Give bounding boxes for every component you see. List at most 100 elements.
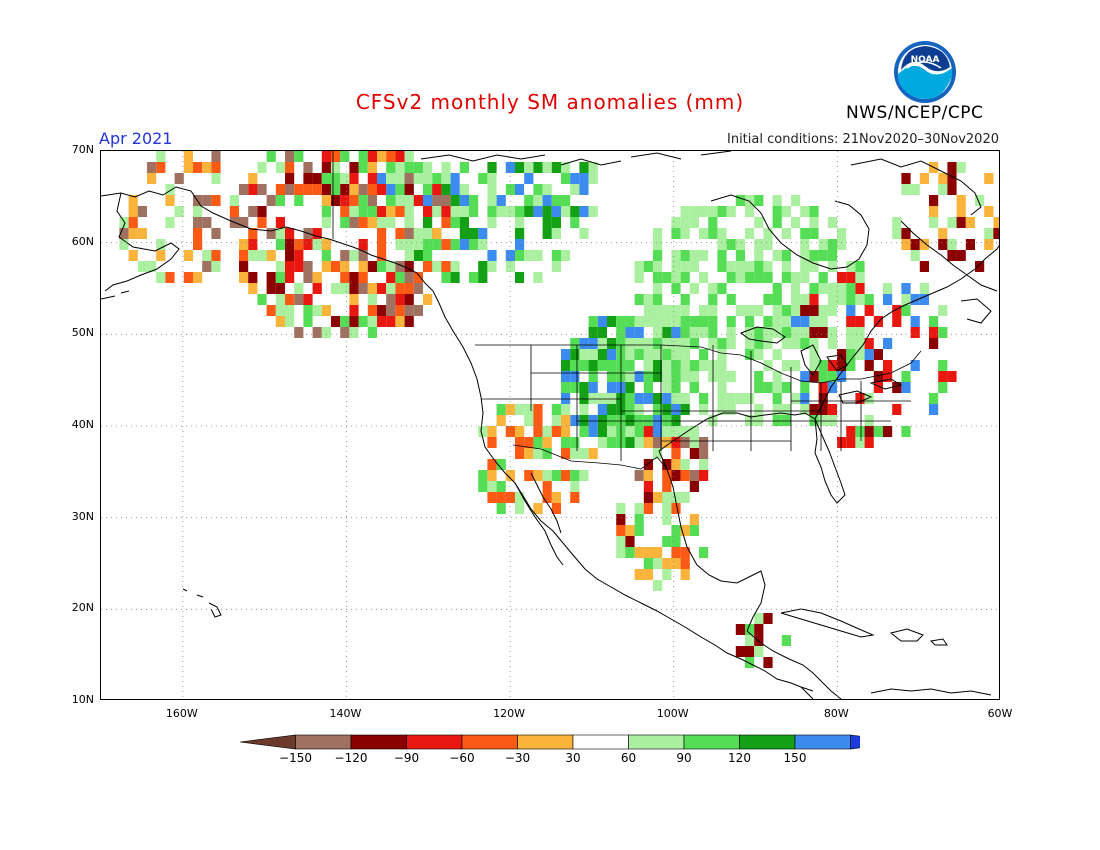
colorbar — [240, 734, 860, 750]
anomaly-cell — [515, 184, 525, 195]
anomaly-cell — [570, 349, 580, 360]
anomaly-cell — [772, 382, 782, 393]
anomaly-cell — [441, 195, 451, 206]
anomaly-cell — [680, 437, 690, 448]
anomaly-cell — [404, 228, 414, 239]
anomaly-cell — [174, 173, 184, 184]
anomaly-cell — [551, 503, 561, 514]
colorbar-segment — [572, 734, 629, 750]
anomaly-cell — [772, 206, 782, 217]
anomaly-cell — [717, 371, 727, 382]
anomaly-cell — [791, 327, 801, 338]
anomaly-cell — [413, 305, 423, 316]
anomaly-cell — [910, 239, 920, 250]
colorbar-segment — [295, 734, 352, 750]
anomaly-cell — [846, 426, 856, 437]
anomaly-cell — [570, 492, 580, 503]
anomaly-cell — [680, 338, 690, 349]
anomaly-cell — [561, 173, 571, 184]
anomaly-cell — [570, 360, 580, 371]
anomaly-cell — [597, 426, 607, 437]
anomaly-cell — [745, 657, 755, 668]
anomaly-cell — [745, 393, 755, 404]
anomaly-cell — [625, 327, 635, 338]
anomaly-cell — [772, 316, 782, 327]
anomaly-cell — [579, 349, 589, 360]
anomaly-cell — [680, 294, 690, 305]
anomaly-cell — [671, 371, 681, 382]
anomaly-cell — [671, 558, 681, 569]
anomaly-cell — [653, 558, 663, 569]
anomaly-cell — [699, 437, 709, 448]
anomaly-cell — [984, 206, 994, 217]
anomaly-cell — [781, 316, 791, 327]
anomaly-cell — [717, 250, 727, 261]
anomaly-cell — [745, 624, 755, 635]
anomaly-cell — [561, 437, 571, 448]
anomaly-cell — [533, 415, 543, 426]
anomaly-cell — [827, 305, 837, 316]
anomaly-cell — [395, 151, 405, 162]
anomaly-cell — [211, 261, 221, 272]
anomaly-cell — [487, 481, 497, 492]
anomaly-cell — [901, 283, 911, 294]
anomaly-cell — [542, 184, 552, 195]
anomaly-cell — [478, 426, 488, 437]
anomaly-cell — [340, 217, 350, 228]
anomaly-cell — [349, 250, 359, 261]
anomaly-cell — [542, 470, 552, 481]
anomaly-cell — [450, 206, 460, 217]
anomaly-cell — [763, 338, 773, 349]
anomaly-cell — [919, 283, 929, 294]
us-states — [481, 345, 911, 461]
anomaly-cell — [625, 426, 635, 437]
anomaly-cell — [174, 206, 184, 217]
anomaly-cell — [404, 206, 414, 217]
anomaly-cell — [791, 305, 801, 316]
anomaly-cell — [827, 294, 837, 305]
anomaly-cell — [450, 261, 460, 272]
anomaly-cell — [634, 349, 644, 360]
anomaly-cell — [597, 349, 607, 360]
anomaly-cell — [285, 228, 295, 239]
anomaly-cell — [689, 382, 699, 393]
anomaly-cell — [239, 184, 249, 195]
anomaly-cell — [413, 283, 423, 294]
anomaly-cell — [377, 305, 387, 316]
anomaly-cell — [855, 437, 865, 448]
anomaly-cell — [643, 382, 653, 393]
anomaly-cell — [699, 360, 709, 371]
anomaly-cell — [413, 162, 423, 173]
anomaly-cell — [809, 360, 819, 371]
anomaly-cell — [818, 415, 828, 426]
anomaly-cell — [717, 338, 727, 349]
anomaly-cell — [367, 283, 377, 294]
anomaly-cell — [404, 173, 414, 184]
anomaly-cell — [662, 272, 672, 283]
anomaly-cell — [662, 470, 672, 481]
anomaly-cell — [699, 470, 709, 481]
anomaly-cell — [294, 261, 304, 272]
anomaly-cell — [846, 305, 856, 316]
anomaly-cell — [745, 415, 755, 426]
anomaly-cell — [487, 459, 497, 470]
anomaly-cell — [321, 151, 331, 162]
anomaly-cell — [938, 184, 948, 195]
anomaly-cell — [791, 338, 801, 349]
anomaly-cell — [781, 228, 791, 239]
anomaly-cell — [625, 393, 635, 404]
anomaly-cell — [294, 294, 304, 305]
anomaly-cell — [735, 195, 745, 206]
anomaly-cell — [763, 239, 773, 250]
anomaly-cell — [229, 195, 239, 206]
anomaly-cell — [386, 316, 396, 327]
anomaly-cell — [956, 217, 966, 228]
anomaly-cell — [781, 404, 791, 415]
anomaly-cell — [607, 338, 617, 349]
anomaly-cell — [570, 437, 580, 448]
anomaly-cell — [827, 217, 837, 228]
anomaly-cell — [662, 316, 672, 327]
anomaly-cell — [211, 173, 221, 184]
anomaly-cell — [312, 305, 322, 316]
anomaly-cell — [561, 360, 571, 371]
